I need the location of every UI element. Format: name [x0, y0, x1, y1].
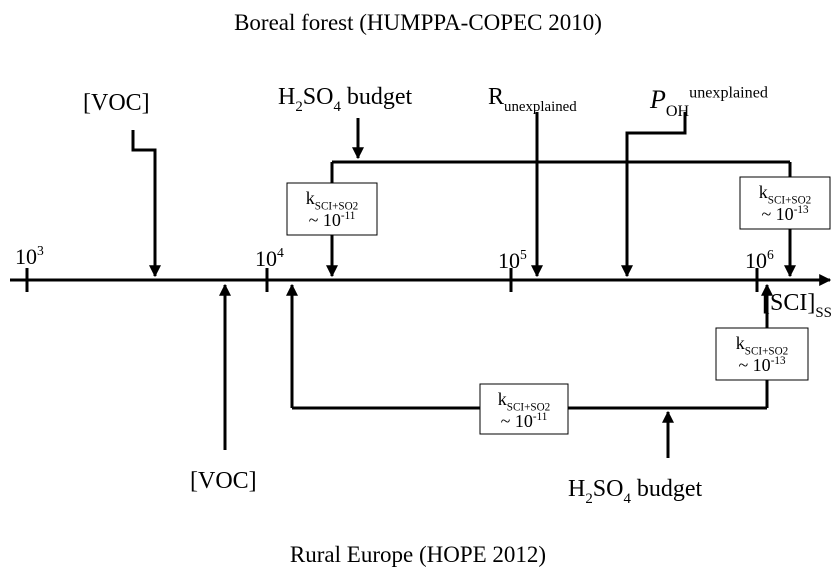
text-part: 10	[255, 246, 277, 271]
text-part: -13	[794, 204, 809, 216]
box-text: ~ 10-13	[761, 204, 809, 224]
text-part: 5	[520, 247, 527, 262]
box-text: ~ 10-11	[501, 411, 548, 431]
top-title: Boreal forest (HUMPPA-COPEC 2010)	[234, 10, 602, 35]
text-part: R	[488, 84, 504, 110]
axis-label: [SCI]SS	[762, 290, 832, 321]
text-part: 4	[333, 99, 341, 115]
text-part: 10	[15, 244, 37, 269]
tick-label: 104	[255, 245, 284, 271]
text-part: SCI+SO	[507, 401, 545, 413]
text-part: SCI+SO	[745, 345, 783, 357]
rate-box	[739, 176, 831, 230]
box-text: kSCI+SO2	[736, 333, 789, 357]
text-part: 2	[295, 99, 302, 115]
label: [VOC]	[83, 90, 150, 116]
text-part: 2	[353, 200, 359, 212]
text-part: ~ 10	[738, 355, 770, 375]
text-part: 4	[623, 491, 631, 507]
text-part: ~ 10	[501, 411, 533, 431]
text-part: 4	[277, 245, 284, 260]
box-text: ~ 10-13	[738, 355, 786, 375]
text-part: -11	[533, 411, 547, 423]
text-part: 2	[545, 401, 551, 413]
text-part: -11	[341, 210, 355, 222]
arrow	[131, 130, 161, 278]
text-part: [SCI]	[762, 290, 815, 316]
text-part: SCI+SO	[315, 200, 353, 212]
tick-label: 105	[498, 247, 527, 273]
text-part: [VOC]	[190, 468, 257, 494]
text-part: H	[568, 476, 585, 502]
text-part: P	[649, 85, 666, 114]
box-text: kSCI+SO2	[759, 182, 812, 206]
text-part: unexplained	[504, 99, 577, 115]
text-part: k	[759, 182, 768, 202]
arrow	[621, 112, 687, 278]
text-part: H	[278, 84, 295, 110]
tick-label: 106	[745, 247, 774, 273]
box-text: kSCI+SO2	[306, 188, 359, 212]
text-part: k	[306, 188, 315, 208]
label: Runexplained	[488, 84, 577, 115]
text-part: 10	[745, 248, 767, 273]
rate-box	[479, 383, 569, 435]
text-part: 2	[585, 491, 592, 507]
text-part: ~ 10	[761, 204, 793, 224]
text-part: budget	[341, 84, 413, 110]
text-part: SCI+SO	[768, 194, 806, 206]
tick-label: 103	[15, 243, 44, 269]
text-part: k	[736, 333, 745, 353]
text-part: k	[498, 389, 507, 409]
label: POHunexplained	[649, 85, 768, 120]
text-part: [VOC]	[83, 90, 150, 116]
text-part: 10	[498, 248, 520, 273]
box-text: kSCI+SO2	[498, 389, 551, 413]
text-part: -13	[771, 355, 786, 367]
text-part: 2	[783, 345, 789, 357]
rate-box	[286, 182, 378, 236]
text-part: SO	[303, 84, 334, 110]
text-part: 2	[806, 194, 812, 206]
text-part: 3	[37, 243, 44, 258]
text-part: SO	[593, 476, 624, 502]
text-part: SS	[815, 305, 832, 321]
text-part: budget	[631, 476, 703, 502]
label: H2SO4 budget	[568, 476, 703, 507]
text-part: ~ 10	[309, 210, 341, 230]
label: [VOC]	[190, 468, 257, 494]
label: H2SO4 budget	[278, 84, 413, 115]
text-part: unexplained	[689, 85, 768, 102]
text-part: 6	[767, 247, 774, 262]
text-part: OH	[666, 103, 690, 120]
rate-box	[715, 327, 809, 381]
box-text: ~ 10-11	[309, 210, 356, 230]
bottom-title: Rural Europe (HOPE 2012)	[290, 542, 546, 567]
